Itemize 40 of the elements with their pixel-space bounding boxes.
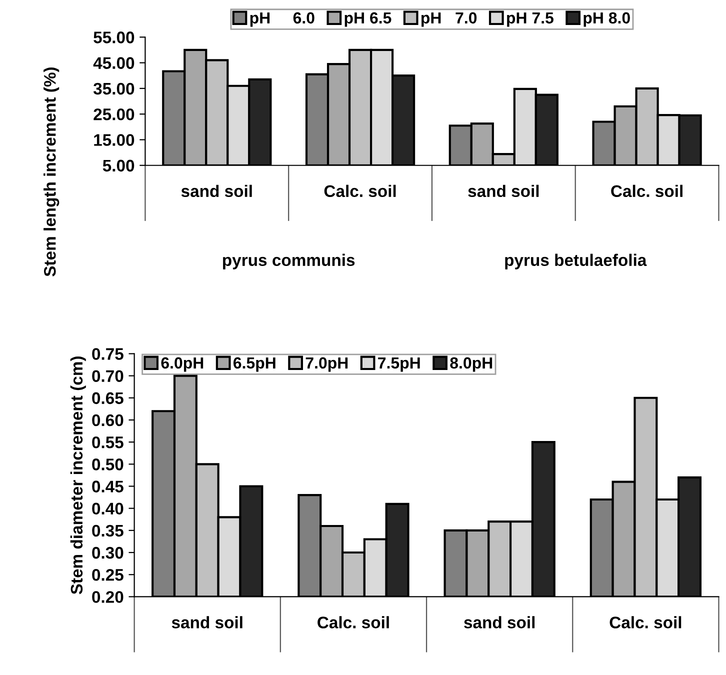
y-tick-label: 0.35 [92,524,124,537]
x-tick-label: sand soil [468,184,539,198]
x-tick-label: Calc. soil [324,184,396,198]
x-tick-label: Calc. soil [610,616,682,628]
legend-label: pH 6.5 [344,12,392,27]
y-tick-label: 0.45 [92,480,124,492]
x-tick-label: sand soil [181,184,252,198]
text: pyrus communis [223,254,355,270]
y-tick-label: 0.70 [92,370,124,382]
legend-label: 6.0pH [161,357,204,372]
y-tick-label: 55.00 [94,32,134,44]
y-tick-label: 5.00 [102,160,134,172]
y-tick-label: 0.65 [92,392,124,404]
legend-label: 8.0pH [450,357,492,372]
y-tick-label: 35.00 [93,82,134,95]
y-tick-label: 25.00 [94,108,134,120]
text: pyrus betulaefolia [505,254,647,270]
legend-label: 6.5pH [233,357,276,372]
y-tick-label: 0.60 [92,414,124,426]
y-tick-label: 0.75 [92,348,124,360]
legend-label: pH 6.0 [250,12,314,27]
x-tick-label: Calc. soil [318,616,389,628]
y-tick-label: 0.30 [92,546,124,559]
legend-label: pH 7.5 [507,12,554,27]
legend-label: 7.0pH [306,357,348,372]
y-tick-label: 0.20 [92,591,124,603]
x-tick-label: Calc. soil [611,184,682,198]
y-tick-label: 0.40 [92,502,124,515]
legend-label: pH 8.0 [584,12,630,27]
x-tick-label: sand soil [172,616,242,628]
y-tick-label: 0.50 [92,458,124,470]
y-tick-label: 15.00 [94,134,134,146]
y-tick-label: 0.55 [92,436,124,448]
legend-label: 7.5pH [378,357,420,372]
y-tick-label: 0.25 [92,569,124,581]
y-tick-label: 45.00 [93,57,134,69]
legend-label: pH 7.0 [421,12,477,27]
x-tick-label: sand soil [464,616,535,628]
y-axis-title: Stem length increment (%) [44,68,60,276]
y-axis-title: Stem diameter increment (cm) [70,356,86,594]
